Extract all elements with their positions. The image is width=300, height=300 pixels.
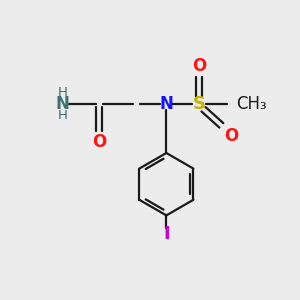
Text: H: H <box>57 109 67 122</box>
Text: O: O <box>224 127 238 145</box>
Text: S: S <box>193 95 206 113</box>
Text: I: I <box>163 225 170 243</box>
Text: N: N <box>159 95 173 113</box>
Text: H: H <box>57 85 67 98</box>
Text: O: O <box>92 133 106 151</box>
Text: N: N <box>56 95 69 113</box>
Text: O: O <box>192 57 206 75</box>
Text: CH₃: CH₃ <box>236 95 267 113</box>
